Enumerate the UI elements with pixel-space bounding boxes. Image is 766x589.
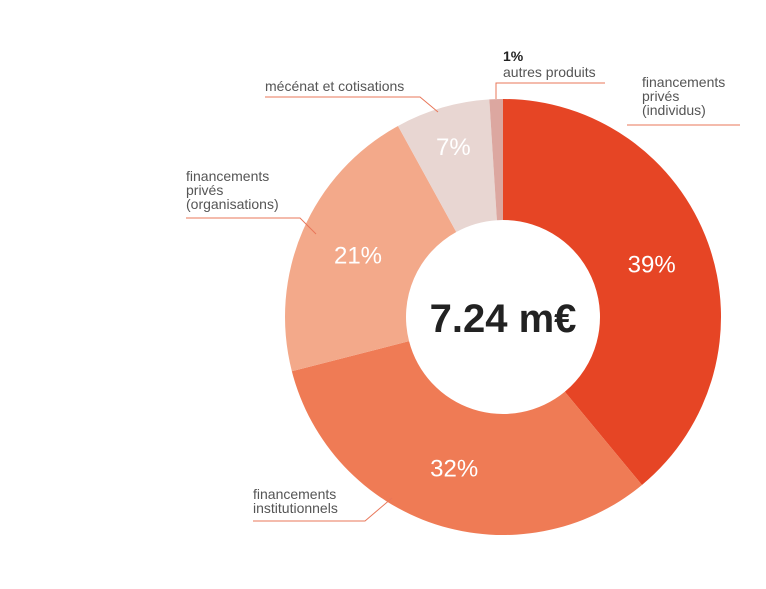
category-label: privés bbox=[186, 182, 223, 198]
donut-slice bbox=[397, 99, 497, 232]
category-label: (individus) bbox=[642, 102, 706, 118]
leader-line bbox=[186, 217, 317, 235]
value-label: 39% bbox=[628, 251, 676, 278]
center-label: 7.24 m€ bbox=[430, 297, 577, 341]
donut-slice bbox=[489, 99, 503, 221]
leader-line bbox=[495, 82, 605, 99]
category-label: privés bbox=[642, 88, 679, 104]
category-label: autres produits bbox=[503, 64, 596, 80]
value-label: 1% bbox=[503, 48, 524, 64]
leader-line bbox=[253, 497, 393, 522]
leader-line bbox=[265, 96, 439, 113]
donut-slice bbox=[285, 125, 457, 372]
donut-slice bbox=[291, 341, 642, 535]
category-label: financements bbox=[186, 168, 269, 184]
category-label: financements bbox=[642, 74, 725, 90]
value-label: 32% bbox=[430, 455, 478, 482]
category-label: mécénat et cotisations bbox=[265, 78, 404, 94]
value-label: 21% bbox=[334, 242, 382, 269]
leader-lines bbox=[186, 82, 740, 522]
value-label: 7% bbox=[436, 134, 471, 161]
category-label: financements bbox=[253, 486, 336, 502]
category-label: (organisations) bbox=[186, 196, 279, 212]
donut-slice bbox=[503, 99, 721, 485]
category-label: institutionnels bbox=[253, 500, 338, 516]
